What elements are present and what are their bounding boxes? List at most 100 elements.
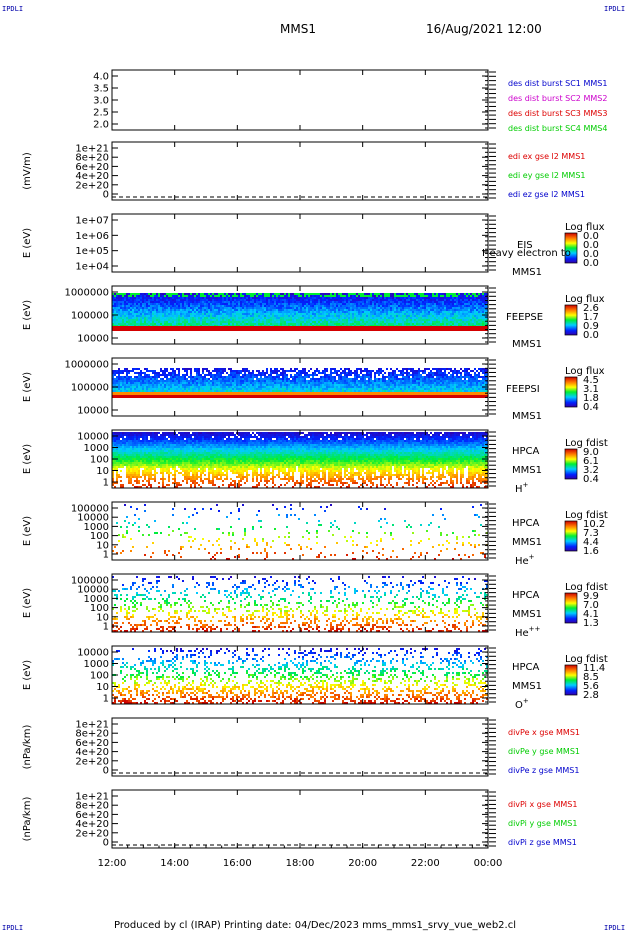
ytick-label: 8e+20 (75, 153, 109, 164)
ytick-label: 2e+20 (75, 828, 109, 839)
colorbar-title: Log flux (565, 366, 605, 377)
side-label: O+ (515, 697, 529, 711)
ylabel-feepse: E (eV) (22, 300, 33, 330)
side-label: HPCA (512, 446, 540, 457)
colorbar (564, 448, 578, 480)
colorbar-value: 1.6 (583, 546, 599, 557)
ytick-label: 1000 (84, 443, 109, 454)
side-label: He+ (515, 553, 535, 567)
ytick-label: 10000 (77, 585, 109, 596)
ytick-label: 4e+20 (75, 819, 109, 830)
ytick-label: 1 (103, 622, 109, 633)
colorbar-value: 3.1 (583, 384, 599, 395)
side-label: HPCA (512, 518, 540, 529)
colorbar-value: 0.4 (583, 402, 599, 413)
legend-entry: divPe x gse MMS1 (508, 728, 580, 737)
ytick-label: 4e+20 (75, 747, 109, 758)
panel-frame-divpe (111, 717, 489, 777)
ytick-label: 10000 (77, 334, 109, 345)
panel-frame-edi (111, 141, 489, 201)
colorbar-value: 1.7 (583, 312, 599, 323)
ytick-label: 2.5 (93, 108, 109, 119)
ytick-label: 100000 (71, 504, 109, 515)
colorbar-value: 5.6 (583, 681, 599, 692)
ylabel-hpca_hepp: E (eV) (22, 588, 33, 618)
side-label: FEEPSI (506, 384, 540, 395)
legend-entry: divPi x gse MMS1 (508, 800, 577, 809)
xtick-label: 16:00 (223, 858, 252, 869)
footer-credits: Produced by cl (IRAP) Printing date: 04/… (114, 920, 516, 931)
panel-frame-divpi (111, 789, 489, 849)
ytick-label: 1000000 (64, 288, 109, 299)
ytick-label: 1000000 (64, 360, 109, 371)
legend-entry: divPi z gse MMS1 (508, 838, 577, 847)
colorbar-value: 0.4 (583, 474, 599, 485)
ylabel-edi: (mV/m) (22, 152, 33, 190)
ytick-label: 10000 (77, 406, 109, 417)
colorbar (564, 592, 578, 624)
ylabel-eis: E (eV) (22, 228, 33, 258)
colorbar-title: Log flux (565, 222, 605, 233)
ytick-label: 2.0 (93, 120, 109, 131)
colorbar-value: 9.9 (583, 591, 599, 602)
legend-entry: divPe z gse MMS1 (508, 766, 579, 775)
plot-datetime: 16/Aug/2021 12:00 (426, 22, 542, 36)
ytick-label: 1e+21 (75, 792, 109, 803)
ytick-label: 1e+06 (75, 231, 109, 242)
colorbar-value: 0.0 (583, 240, 599, 251)
ytick-label: 2e+20 (75, 180, 109, 191)
ytick-label: 3.5 (93, 84, 109, 95)
ytick-label: 1e+21 (75, 144, 109, 155)
ytick-label: 4e+20 (75, 171, 109, 182)
colorbar-value: 0.0 (583, 249, 599, 260)
ytick-label: 0 (103, 190, 109, 201)
side-label: EIS (517, 240, 533, 251)
side-label: MMS1 (512, 681, 542, 692)
ytick-label: 1e+07 (75, 216, 109, 227)
ytick-label: 8e+20 (75, 729, 109, 740)
xtick-label: 20:00 (348, 858, 377, 869)
colorbar-value: 6.1 (583, 456, 599, 467)
ytick-label: 2e+20 (75, 756, 109, 767)
legend-entry: edi ez gse l2 MMS1 (508, 190, 585, 199)
legend-entry: des dist burst SC1 MMS1 (508, 79, 607, 88)
colorbar (564, 304, 578, 336)
legend-entry: des dist burst SC3 MMS3 (508, 109, 607, 118)
ytick-label: 100000 (71, 576, 109, 587)
colorbar-value: 0.0 (583, 330, 599, 341)
side-label: H+ (515, 481, 529, 495)
ylabel-divpe: (nPa/km) (22, 725, 33, 770)
ytick-label: 0 (103, 838, 109, 849)
colorbar-value: 10.2 (583, 519, 605, 530)
spacecraft-title: MMS1 (280, 22, 316, 36)
ytick-label: 10000 (77, 432, 109, 443)
colorbar-value: 8.5 (583, 672, 599, 683)
ytick-label: 1000 (84, 594, 109, 605)
side-label: FEEPSE (506, 312, 543, 323)
species-charge: + (523, 697, 529, 705)
side-label: He++ (515, 625, 541, 639)
xtick-label: 14:00 (160, 858, 189, 869)
side-label: Heavy electron to (482, 248, 571, 259)
panel-frame-sep (111, 69, 489, 131)
ytick-label: 10000 (77, 513, 109, 524)
ylabel-feepsi: E (eV) (22, 372, 33, 402)
colorbar-value: 7.0 (583, 600, 599, 611)
species-charge: + (523, 481, 529, 489)
colorbar-value: 7.3 (583, 528, 599, 539)
side-label: MMS1 (512, 537, 542, 548)
ytick-label: 6e+20 (75, 810, 109, 821)
side-label: MMS1 (512, 339, 542, 350)
ytick-label: 1 (103, 478, 109, 489)
ytick-label: 4.0 (93, 72, 109, 83)
ytick-label: 100000 (71, 383, 109, 394)
legend-entry: des dist burst SC4 MMS4 (508, 124, 607, 133)
ytick-label: 1 (103, 550, 109, 561)
ytick-label: 10 (96, 612, 109, 623)
species-charge: ++ (529, 625, 541, 633)
colorbar-value: 4.5 (583, 375, 599, 386)
colorbar-title: Log fdist (565, 654, 608, 665)
ytick-label: 0 (103, 766, 109, 777)
ylabel-divpi: (nPa/km) (22, 797, 33, 842)
